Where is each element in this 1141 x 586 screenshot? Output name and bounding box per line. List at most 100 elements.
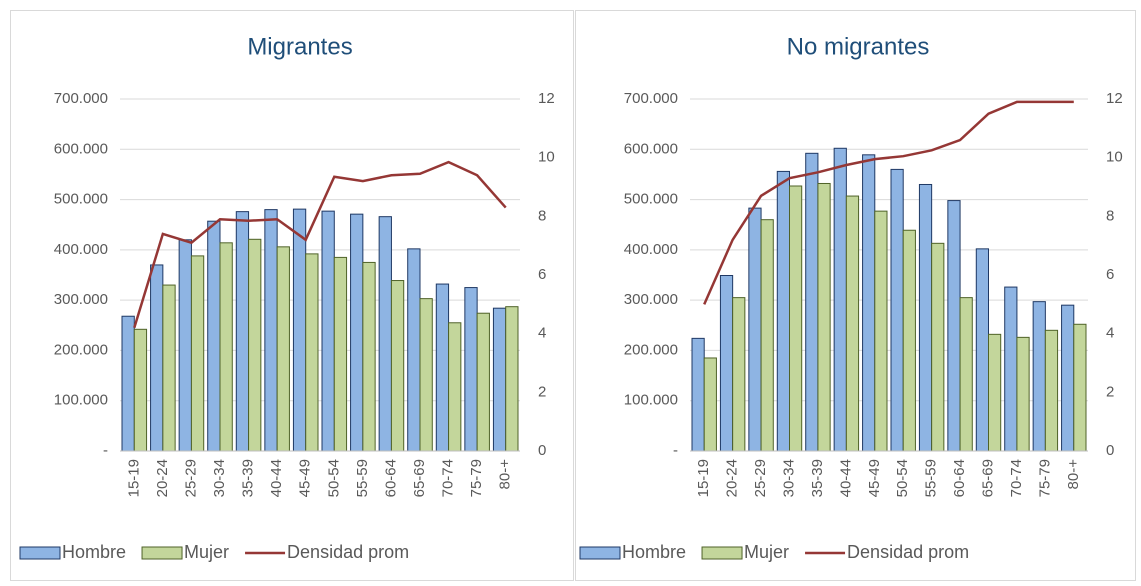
x-tick-label: 30-34	[211, 459, 228, 497]
bar	[691, 337, 705, 452]
x-tick-label: 35-39	[809, 459, 826, 497]
y2-tick-label: 8	[1106, 207, 1114, 224]
bar	[947, 200, 961, 452]
chart-title: No migrantes	[787, 33, 930, 60]
x-tick-label: 15-19	[695, 459, 712, 497]
x-tick-label: 55-59	[354, 459, 371, 497]
bar	[760, 219, 774, 452]
x-tick-label: 40-44	[837, 459, 854, 497]
x-tick-label: 30-34	[780, 459, 797, 497]
bar	[1044, 329, 1059, 452]
bar	[931, 242, 945, 452]
bar	[975, 248, 989, 452]
bar	[1073, 323, 1087, 452]
bar	[1016, 336, 1030, 452]
bar	[719, 275, 734, 452]
y2-tick-label: 10	[538, 149, 555, 166]
bar	[789, 185, 803, 452]
bar	[918, 183, 933, 452]
x-tick-label: 45-49	[866, 459, 883, 497]
y2-tick-label: 10	[1106, 149, 1123, 166]
x-tick-label: 40-44	[268, 459, 285, 497]
y-tick-label: 100.000	[624, 392, 678, 409]
legend-label: Hombre	[62, 542, 126, 562]
bar	[1004, 286, 1018, 452]
bar	[776, 170, 790, 452]
y2-tick-label: 4	[1106, 325, 1114, 342]
bar	[703, 357, 717, 452]
line	[133, 160, 507, 329]
y-tick-label: 500.000	[624, 191, 678, 208]
bar	[162, 284, 176, 452]
bar	[845, 195, 860, 452]
bar	[264, 209, 278, 452]
x-tick-label: 45-49	[297, 459, 314, 497]
y-tick-label: 400.000	[54, 241, 108, 258]
y2-tick-label: 6	[1106, 266, 1114, 283]
bar	[492, 307, 507, 452]
bar	[207, 220, 221, 452]
bar	[435, 283, 450, 452]
y-tick-label: -	[103, 442, 108, 459]
y-tick-label: 600.000	[624, 140, 678, 157]
y-tick-label: 500.000	[54, 191, 108, 208]
bar	[178, 239, 192, 452]
bar	[476, 312, 490, 452]
bar	[133, 328, 148, 452]
chart-title: Migrantes	[247, 33, 352, 60]
x-tick-label: 75-79	[1036, 459, 1053, 497]
x-tick-label: 15-19	[125, 459, 142, 497]
y2-tick-label: 12	[1106, 90, 1123, 107]
bar	[959, 297, 973, 452]
x-tick-label: 25-29	[752, 459, 769, 497]
bar	[150, 264, 164, 452]
x-tick-label: 75-79	[468, 459, 485, 497]
bar	[407, 248, 421, 452]
bar	[748, 207, 762, 452]
x-tick-label: 20-24	[154, 459, 171, 497]
bar	[292, 208, 307, 452]
bar	[902, 229, 916, 452]
bar	[1032, 301, 1046, 452]
bar	[390, 280, 405, 452]
x-tick-label: 55-59	[923, 459, 940, 497]
legend-swatch	[701, 546, 743, 560]
x-tick-label: 25-29	[182, 459, 199, 497]
bar	[1061, 304, 1075, 452]
x-tick-label: 50-54	[325, 459, 342, 497]
bar	[464, 287, 478, 452]
x-tick-label: 50-54	[894, 459, 911, 497]
y2-tick-label: 4	[538, 325, 546, 342]
legend-label: Densidad prom	[287, 542, 409, 562]
line	[703, 100, 1074, 305]
y-tick-label: 200.000	[624, 341, 678, 358]
bar	[890, 168, 904, 452]
x-tick-label: 70-74	[440, 459, 457, 497]
y2-tick-label: 2	[1106, 383, 1114, 400]
y2-tick-label: 0	[538, 442, 546, 459]
bar	[732, 297, 746, 452]
x-tick-label: 65-69	[979, 459, 996, 497]
bar	[378, 216, 392, 452]
x-tick-label: 70-74	[1008, 459, 1025, 497]
legend-swatch	[141, 546, 183, 560]
legend-swatch	[579, 546, 621, 560]
bar	[350, 213, 364, 452]
y-tick-label: 400.000	[624, 241, 678, 258]
y2-tick-label: 2	[538, 383, 546, 400]
bar	[505, 306, 519, 452]
bar	[988, 333, 1002, 452]
bar	[276, 246, 290, 452]
legend-label: Densidad prom	[847, 542, 969, 562]
bar	[874, 210, 888, 452]
bar	[190, 255, 205, 452]
y-tick-label: -	[673, 442, 678, 459]
bar	[817, 182, 831, 452]
y-tick-label: 300.000	[624, 291, 678, 308]
bar	[362, 261, 376, 452]
x-tick-label: 65-69	[411, 459, 428, 497]
bar	[805, 152, 819, 452]
bar	[448, 322, 462, 452]
bar	[248, 238, 262, 452]
